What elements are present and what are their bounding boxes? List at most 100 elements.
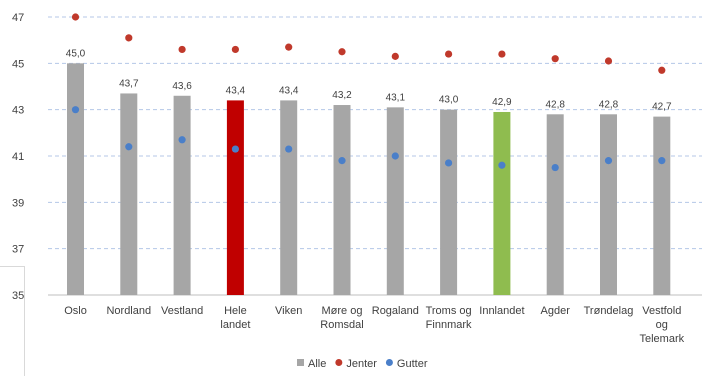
x-tick-label: Viken [275,305,302,317]
gutter-marker [125,143,133,151]
gutter-marker [498,161,506,169]
jenter-marker [71,13,80,21]
bar-value-label: 43,6 [172,81,192,92]
bar-value-label: 43,4 [279,85,299,96]
x-tick-label-line: og [656,319,668,331]
gutter-marker [658,157,666,165]
x-tick-label: Troms og Finnmark [426,305,472,331]
markers [71,13,666,172]
gridlines [48,16,702,296]
panel-divider-horizontal [0,266,24,267]
y-tick-label: 45 [12,58,24,70]
bar [493,111,511,295]
x-tick-label-line: Rogaland [372,305,419,317]
bars [67,63,671,296]
gutter-marker [285,145,293,153]
x-tick-label-line: Trøndelag [584,305,634,317]
bar-value-label: 42,7 [652,102,672,113]
x-tick-label: Vestland [161,305,203,317]
x-tick-label-line: Oslo [64,305,87,317]
jenter-marker [285,43,293,51]
legend-swatch-gutter [385,359,393,366]
bar [173,95,191,296]
jenter-marker [178,45,186,54]
y-tick-label: 41 [12,151,24,163]
bar [653,116,671,295]
bar [333,105,351,296]
x-tick-label-line: Vestland [161,305,203,317]
bar-value-labels: 45,0 43,7 43,6 43,4 43,4 43,2 43,1 43,0 42,9 42,8… [66,48,672,112]
gutter-marker [231,145,239,153]
gutter-marker [604,157,613,165]
bar-value-label: 43,4 [226,85,246,96]
jenter-marker [445,50,453,58]
panel-divider-vertical [24,266,25,376]
gutter-marker [71,106,80,114]
y-tick-label: 47 [12,12,24,24]
bar [120,93,138,295]
x-tick-label-line: Møre og [322,305,363,317]
gutter-marker [391,152,399,160]
x-tick-label-line: Troms og [426,305,472,317]
x-tick-label-line: Vestfold [642,305,681,317]
y-tick-label: 35 [12,290,24,302]
x-tick-label: Vestfold og Telemark [639,305,684,345]
x-tick-label: Trøndelag [584,305,634,317]
x-tick-label-line: Agder [541,305,571,317]
x-tick-label-line: Viken [275,305,302,317]
jenter-marker [338,48,346,56]
x-tick-label-line: Innlandet [479,305,524,317]
x-tick-label-line: Romsdal [320,319,363,331]
bar [440,109,458,296]
bar-value-label: 42,9 [492,97,512,108]
jenter-marker [498,50,506,58]
jenter-marker [231,45,239,54]
x-tick-label: Møre og Romsdal [320,305,363,331]
bar [280,100,298,296]
bar-value-label: 43,0 [439,95,459,106]
bar-value-label: 45,0 [66,48,86,59]
gutter-marker [445,159,453,167]
bar-value-label: 43,7 [119,78,139,89]
x-tick-label-line: Finnmark [426,319,472,331]
bar-value-label: 42,8 [599,99,619,110]
legend: Alle Jenter Gutter [297,358,428,370]
x-tick-label-line: landet [220,319,250,331]
y-tick-label: 43 [12,105,24,117]
legend-label: Alle [308,358,326,370]
gutter-marker [338,157,346,165]
bar-value-label: 43,1 [386,92,406,103]
gutter-marker [551,163,559,172]
x-tick-label-line: Telemark [639,333,684,345]
y-tick-label: 39 [12,197,24,209]
bar [600,114,617,295]
jenter-marker [125,34,133,42]
bar [226,100,244,296]
y-axis: 35 37 39 41 43 45 47 [12,12,24,302]
y-tick-label: 37 [12,244,24,256]
legend-label: Gutter [397,358,428,370]
bar [386,107,404,295]
x-tick-label: Agder [541,305,571,317]
legend-swatch-jenter [335,359,343,366]
legend-label: Jenter [346,358,377,370]
bar-value-label: 43,2 [332,90,352,101]
x-tick-label: Oslo [64,305,87,317]
bar [546,114,564,295]
x-tick-label-line: Nordland [106,305,151,317]
jenter-marker [604,57,613,65]
jenter-marker [658,66,666,74]
jenter-marker [391,52,399,60]
legend-swatch-alle [297,359,304,366]
bar [67,63,84,296]
jenter-marker [551,55,559,63]
x-tick-label: Rogaland [372,305,419,317]
x-axis: Oslo Nordland Vestland Hele landet Viken Møre … [64,305,684,345]
bar-value-label: 42,8 [545,99,565,110]
x-tick-label: Nordland [106,305,151,317]
gutter-marker [178,136,186,144]
x-tick-label: Hele landet [220,305,250,331]
x-tick-label: Innlandet [479,305,524,317]
x-tick-label-line: Hele [224,305,247,317]
